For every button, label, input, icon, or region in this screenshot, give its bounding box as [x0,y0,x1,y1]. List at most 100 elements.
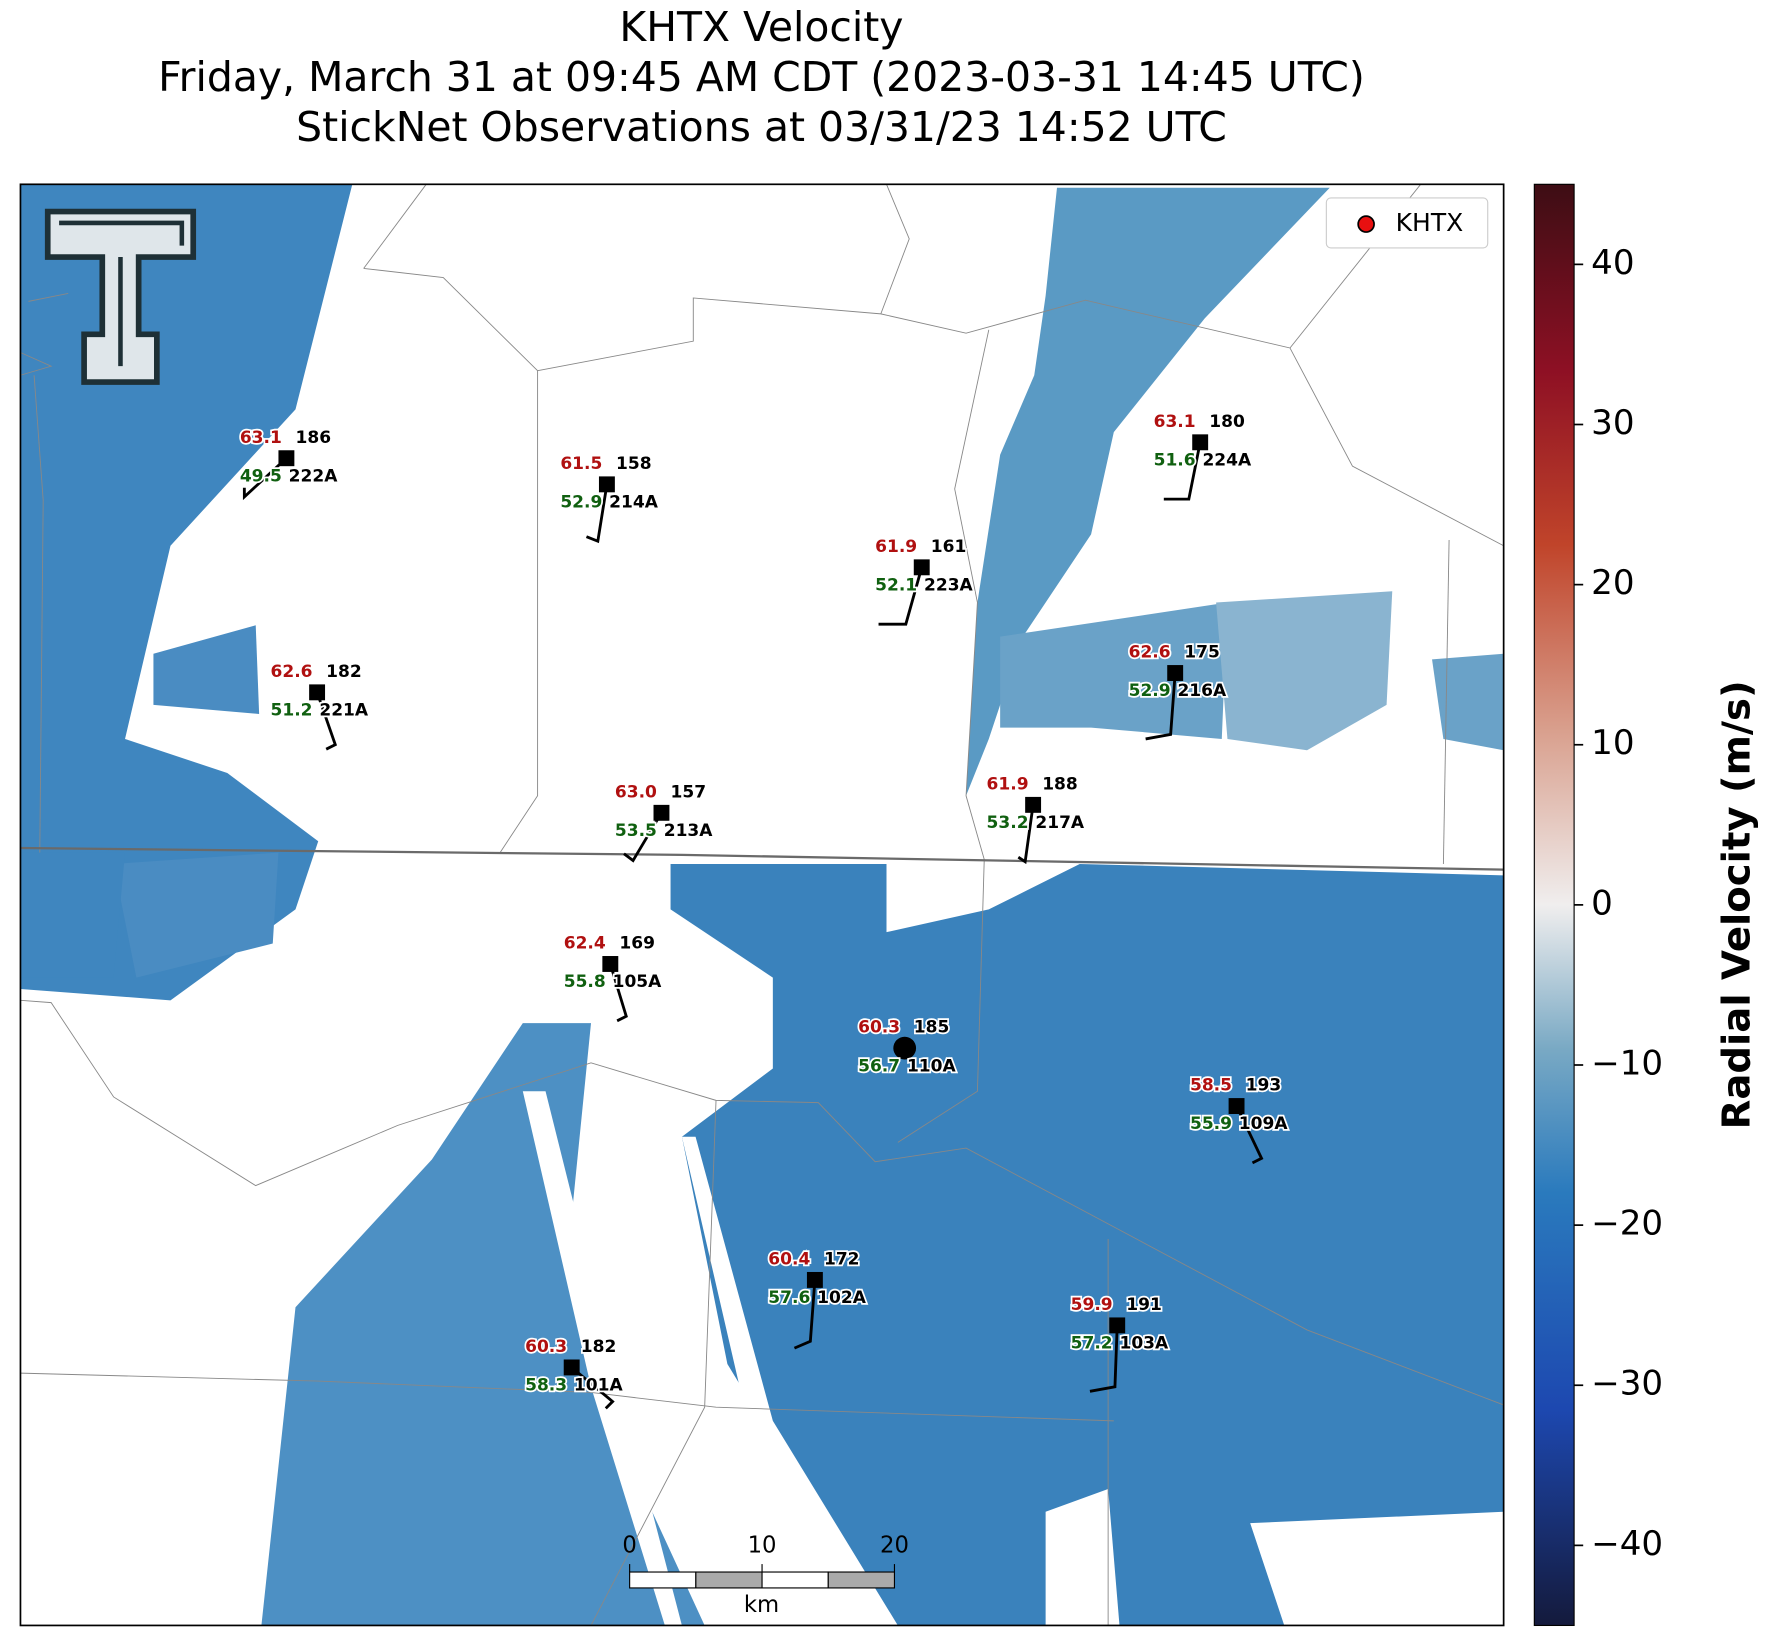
station: 61.9 161 52.1 223A [873,535,975,626]
station-value: 182 [581,1337,617,1357]
station-marker [278,450,295,467]
station-marker [309,684,326,701]
station: 63.1 186 49.5 222A [238,426,340,501]
title-line: Friday, March 31 at 09:45 AM CDT (2023-0… [158,53,1365,101]
wind-barb [570,1366,615,1410]
colorbar-tick-label: −40 [1591,1524,1663,1564]
station-value: 185 [914,1018,950,1038]
station-id: 101A [574,1376,624,1396]
colorbar-label: Radial Velocity (m/s) [1714,680,1759,1129]
station-value: 193 [1246,1076,1282,1096]
colorbar-tick-label: 40 [1591,243,1634,283]
temperature: 58.5 [1190,1076,1232,1096]
wind-barb [1017,804,1035,865]
temperature: 63.1 [240,428,282,448]
station-value: 188 [1042,774,1078,794]
dewpoint: 49.5 [240,466,282,486]
temperature: 60.3 [858,1018,900,1038]
wind-barb [1145,672,1177,741]
title-line: KHTX Velocity [619,3,903,51]
temperature: 62.4 [564,934,606,954]
wind-barb [585,484,609,544]
legend-label: KHTX [1396,208,1464,237]
wind-barb [1163,442,1202,501]
dewpoint: 58.3 [525,1376,567,1396]
station-marker [1228,1098,1245,1114]
station-marker [1109,1317,1126,1334]
station-id: 222A [289,466,339,486]
temperature: 62.6 [271,662,313,682]
station-marker [653,804,670,821]
title-line: StickNet Observations at 03/31/23 14:52 … [296,103,1227,151]
wind-barb [793,1279,817,1350]
station: 58.5 193 55.9 109A [1188,1074,1290,1165]
dewpoint: 57.6 [768,1288,810,1308]
station: 59.9 191 57.2 103A [1069,1293,1171,1393]
wind-barb [315,691,338,751]
station-id: 223A [924,576,974,596]
station-value: 169 [619,934,655,954]
colorbar-tick-label: −10 [1591,1044,1663,1084]
wind-barb [242,457,288,501]
colorbar [1533,183,1575,1627]
colorbar-tick-label: −20 [1591,1204,1663,1244]
station-value: 182 [326,662,362,682]
station: 60.3 185 56.7 110A [856,1016,958,1078]
station-id: 110A [907,1056,957,1076]
station-id: 217A [1035,813,1085,833]
wind-barb [608,963,628,1023]
station: 62.6 175 52.9 216A [1127,641,1229,741]
station-id: 103A [1119,1334,1169,1354]
dewpoint: 55.9 [1190,1114,1232,1134]
station-marker [598,476,615,493]
colorbar-tick-label: 0 [1591,883,1613,923]
dewpoint: 52.9 [1129,681,1171,701]
scale-unit: km [744,1592,779,1618]
wind-barb [1235,1105,1264,1165]
scale-tick-label: 10 [748,1533,777,1559]
temperature: 63.1 [1154,412,1196,432]
dewpoint: 57.2 [1071,1334,1113,1354]
dewpoint: 51.6 [1154,450,1196,470]
dewpoint: 55.8 [564,972,606,992]
temperature: 61.9 [987,774,1029,794]
scale-tick-label: 0 [622,1533,636,1559]
logo [44,208,197,385]
colorbar-tick-label: 20 [1591,563,1634,603]
station: 63.1 180 51.6 224A [1152,410,1254,501]
station: 61.9 188 53.2 217A [985,773,1087,865]
dewpoint: 52.9 [560,493,602,513]
station-value: 186 [295,428,331,448]
station-value: 157 [671,782,707,802]
temperature: 59.9 [1071,1295,1113,1315]
dewpoint: 53.5 [615,821,657,841]
station-marker [1192,434,1209,451]
temperature: 61.9 [875,537,917,557]
station-id: 216A [1177,681,1227,701]
temperature: 63.0 [615,782,657,802]
temperature: 60.4 [768,1249,810,1269]
wind-barb [623,812,663,863]
station-id: 214A [609,493,659,513]
station-marker [602,956,619,972]
legend: KHTX [1325,197,1489,249]
station-marker [806,1271,823,1288]
station-marker [1025,796,1042,813]
radar-site [893,1036,917,1060]
station: 60.4 172 57.6 102A [767,1248,868,1350]
dewpoint: 51.2 [271,701,313,721]
map-frame [19,183,1505,1627]
temperature: 62.6 [1129,643,1171,663]
station-value: 161 [931,537,967,557]
scale-tick-label: 20 [880,1533,909,1559]
colorbar-tick-label: 30 [1591,403,1634,443]
station-marker [563,1359,580,1376]
temperature: 61.5 [560,454,602,474]
dewpoint: 56.7 [858,1056,900,1076]
colorbar-tick-label: 10 [1591,723,1634,763]
station-value: 175 [1184,643,1220,663]
station: 60.3 182 58.3 101A [523,1335,625,1410]
station: 63.0 157 53.5 213A [613,781,715,863]
wind-barb [878,566,924,626]
